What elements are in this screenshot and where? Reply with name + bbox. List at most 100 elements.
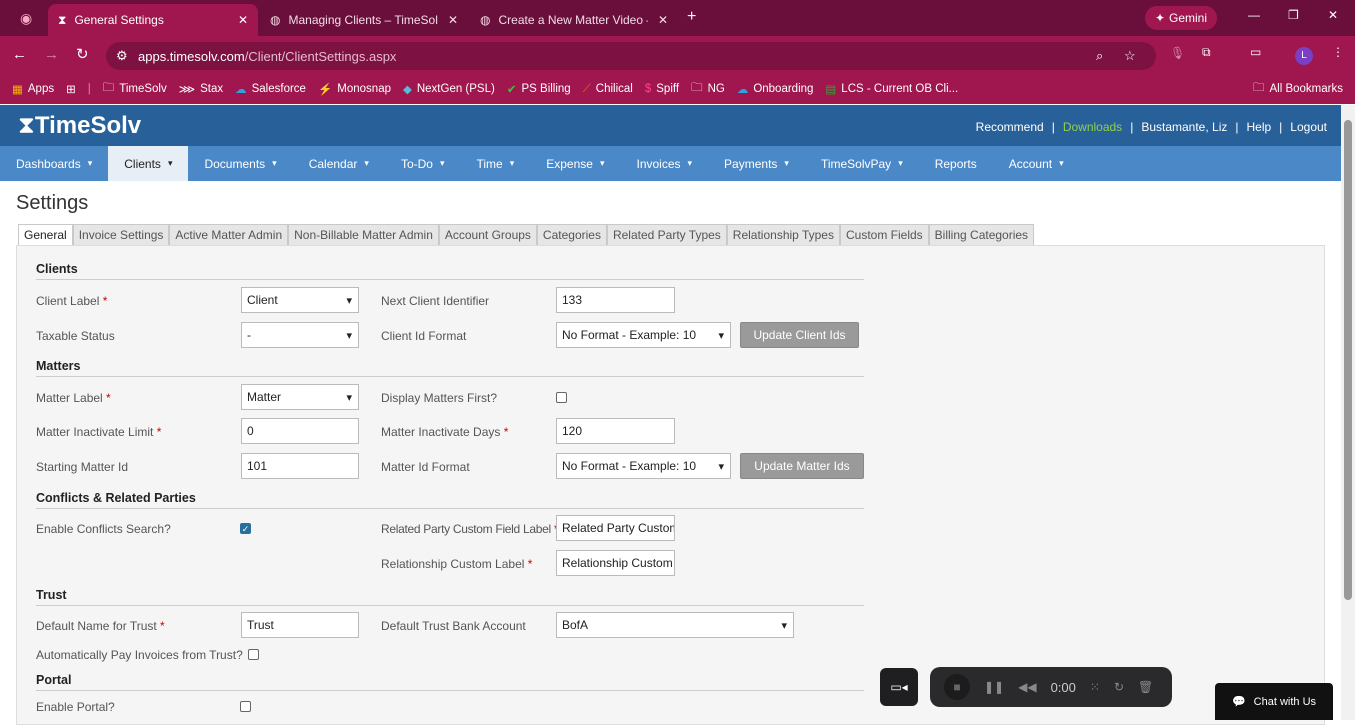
nav-dashboards[interactable]: Dashboards ▾ (0, 146, 108, 181)
stop-button[interactable]: ■ (944, 674, 970, 700)
matter-id-format-select[interactable]: No Format - Example: 10 (556, 453, 731, 479)
new-tab-button[interactable]: + (687, 8, 697, 25)
bookmark-stax[interactable]: ⋙ Stax (179, 82, 223, 96)
nav-account[interactable]: Account ▾ (993, 146, 1080, 181)
enable-conflicts-checkbox[interactable]: ✓ (240, 523, 251, 534)
gemini-button[interactable]: ✦ Gemini (1145, 6, 1217, 30)
restart-icon[interactable]: ↻ (1113, 680, 1125, 694)
bookmark-timesolv[interactable]: 🗀 TimeSolv (103, 80, 167, 99)
tab-create-matter[interactable]: ◍ Create a New Matter Video – Ti ✕ (470, 4, 678, 36)
cast-icon[interactable]: ▭ (1250, 45, 1262, 59)
tab-active-matter-admin[interactable]: Active Matter Admin (169, 224, 289, 246)
next-client-id-input[interactable]: 133 (556, 287, 675, 313)
starting-matter-id-input[interactable]: 101 (241, 453, 359, 479)
bookmark-spiff[interactable]: $ Spiff (645, 83, 679, 95)
tab-invoice-settings[interactable]: Invoice Settings (72, 224, 170, 246)
update-client-ids-button[interactable]: Update Client Ids (740, 322, 859, 348)
address-bar[interactable]: ⚙ apps.timesolv.com/Client/ClientSetting… (106, 42, 1156, 70)
dropdown-caret-icon: ▾ (1059, 158, 1064, 168)
site-info-icon[interactable]: ⚙ (116, 48, 128, 63)
camera-button[interactable]: ▭◂ (880, 668, 918, 706)
rewind-button[interactable]: ◀◀ (1018, 680, 1037, 694)
tab-billing-categories[interactable]: Billing Categories (928, 224, 1035, 246)
back-button[interactable]: ← (12, 46, 27, 63)
nav-documents[interactable]: Documents ▾ (188, 146, 292, 181)
trust-name-input[interactable]: Trust (241, 612, 359, 638)
relationship-label-input[interactable]: Relationship Custom (556, 550, 675, 576)
minimize-button[interactable]: — (1248, 8, 1260, 22)
client-label-select[interactable]: Client (241, 287, 359, 313)
update-matter-ids-button[interactable]: Update Matter Ids (740, 453, 864, 479)
nav-reports[interactable]: Reports (919, 146, 993, 181)
scrollbar-thumb[interactable] (1344, 120, 1352, 600)
tab-account-groups[interactable]: Account Groups (438, 224, 537, 246)
nav-to-do[interactable]: To-Do ▾ (385, 146, 461, 181)
tab-non-billable-matter-admin[interactable]: Non-Billable Matter Admin (288, 224, 439, 246)
required-marker: * (99, 294, 108, 308)
downloads-link[interactable]: Downloads (1062, 120, 1123, 134)
bookmark-ng[interactable]: 🗀 NG (691, 80, 725, 99)
close-tab-icon[interactable]: ✕ (657, 13, 668, 27)
bookmark-nextgen[interactable]: ◆ NextGen (PSL) (403, 82, 495, 96)
forward-button[interactable]: → (44, 46, 59, 63)
matter-id-format-label-text: Matter Id Format (381, 460, 470, 474)
taxable-status-select[interactable]: - (241, 322, 359, 348)
bookmark-apps[interactable]: ▦ Apps (12, 82, 54, 96)
profile-avatar[interactable]: L (1295, 47, 1313, 65)
bookmark-ps-billing[interactable]: ✔ PS Billing (507, 82, 571, 96)
bookmark-star-icon[interactable]: ☆ (1124, 48, 1136, 63)
bookmark-chilical[interactable]: ⟋ Chilical (583, 83, 633, 96)
extensions-icon[interactable]: ⧉ (1202, 45, 1211, 59)
bookmark-lcs[interactable]: ▤ LCS - Current OB Cli... (825, 82, 958, 96)
enable-portal-checkbox[interactable] (240, 701, 251, 712)
close-window-button[interactable]: ✕ (1328, 8, 1339, 22)
nav-expense[interactable]: Expense ▾ (530, 146, 620, 181)
timesolv-logo[interactable]: ⧗TimeSolv (18, 112, 141, 140)
recorder-time: 0:00 (1050, 679, 1076, 695)
tab-title: Create a New Matter Video – Ti (498, 13, 648, 27)
client-id-format-select[interactable]: No Format - Example: 10 (556, 322, 731, 348)
tab-title: Managing Clients – TimeSolv Kr (288, 13, 438, 27)
all-bookmarks[interactable]: 🗀 All Bookmarks (1253, 80, 1343, 99)
nav-time[interactable]: Time ▾ (460, 146, 530, 181)
restore-button[interactable]: ❐ (1288, 8, 1299, 22)
close-tab-icon[interactable]: ✕ (447, 13, 458, 27)
menu-icon[interactable]: ⋮ (1332, 45, 1344, 59)
nav-invoices[interactable]: Invoices ▾ (620, 146, 708, 181)
nav-clients[interactable]: Clients ▾ (108, 146, 189, 181)
tab-general[interactable]: General (18, 224, 73, 246)
related-party-label-input[interactable]: Related Party Custom (556, 515, 675, 541)
bookmark-onboarding[interactable]: ☁ Onboarding (737, 82, 814, 96)
display-matters-first-checkbox[interactable] (556, 392, 567, 403)
link-divider: | (1130, 120, 1134, 134)
grid-icon[interactable]: ⁙ (1089, 680, 1100, 694)
pause-button[interactable]: ❚❚ (984, 680, 1005, 694)
bookmark-salesforce[interactable]: ☁ Salesforce (235, 82, 306, 96)
logout-link[interactable]: Logout (1290, 120, 1327, 134)
tab-custom-fields[interactable]: Custom Fields (839, 224, 929, 246)
chat-with-us-button[interactable]: 💬 Chat with Us (1215, 683, 1333, 720)
nav-payments[interactable]: Payments ▾ (708, 146, 805, 181)
auto-pay-trust-checkbox[interactable] (248, 649, 259, 660)
tab-general-settings[interactable]: ⧗ General Settings ✕ (48, 4, 258, 36)
bookmark-monosnap[interactable]: ⚡ Monosnap (318, 82, 391, 96)
matter-inactivate-limit-input[interactable]: 0 (241, 418, 359, 444)
close-tab-icon[interactable]: ✕ (237, 13, 248, 27)
matter-inactivate-days-input[interactable]: 120 (556, 418, 675, 444)
recommend-link[interactable]: Recommend (975, 120, 1044, 134)
tab-relationship-types[interactable]: Relationship Types (726, 224, 840, 246)
matter-label-select[interactable]: Matter (241, 384, 359, 410)
trash-icon[interactable]: 🗑 (1138, 680, 1154, 694)
trust-bank-select[interactable]: BofA (556, 612, 794, 638)
reload-button[interactable]: ↻ (76, 46, 89, 63)
tab-groups-icon[interactable]: ⊞ (66, 84, 76, 96)
nav-timesolvpay[interactable]: TimeSolvPay ▾ (805, 146, 919, 181)
zoom-icon[interactable]: ⌕ (1096, 48, 1104, 63)
nav-calendar[interactable]: Calendar ▾ (293, 146, 385, 181)
user-link[interactable]: Bustamante, Liz (1141, 120, 1228, 134)
tab-managing-clients[interactable]: ◍ Managing Clients – TimeSolv Kr ✕ (260, 4, 468, 36)
tab-related-party-types[interactable]: Related Party Types (606, 224, 727, 246)
microphone-icon[interactable]: 🎙 (1170, 46, 1186, 60)
tab-categories[interactable]: Categories (536, 224, 607, 246)
help-link[interactable]: Help (1246, 120, 1272, 134)
